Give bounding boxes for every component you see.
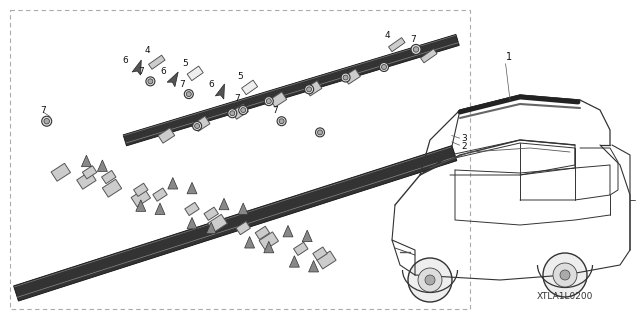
Polygon shape [215,84,225,99]
Polygon shape [208,214,227,232]
Circle shape [343,75,348,80]
Polygon shape [344,69,360,84]
Polygon shape [132,60,141,75]
Polygon shape [294,242,308,256]
Circle shape [266,99,271,104]
Polygon shape [123,34,460,146]
Polygon shape [97,160,108,172]
Circle shape [413,47,419,52]
Circle shape [186,92,191,97]
Polygon shape [155,203,165,215]
Circle shape [411,44,421,55]
Bar [10,10,470,309]
Polygon shape [136,200,146,211]
Text: 7: 7 [273,106,278,115]
Polygon shape [308,260,319,272]
Polygon shape [81,155,92,167]
Text: 2: 2 [461,142,467,151]
Polygon shape [102,170,116,184]
Polygon shape [255,226,269,240]
Circle shape [228,109,237,118]
Polygon shape [185,202,199,216]
Text: 6: 6 [161,67,166,76]
Circle shape [381,64,387,70]
Circle shape [184,90,193,99]
Circle shape [408,258,452,302]
Circle shape [239,106,248,115]
Polygon shape [187,182,197,194]
Polygon shape [102,179,122,197]
Circle shape [264,97,273,106]
Polygon shape [153,188,167,201]
Circle shape [230,111,235,116]
Circle shape [277,117,286,126]
Circle shape [148,79,153,84]
Text: 7: 7 [180,80,185,89]
Text: 7: 7 [41,106,46,115]
Circle shape [418,268,442,292]
Circle shape [44,118,49,124]
Polygon shape [270,92,287,107]
Circle shape [146,77,155,86]
Circle shape [193,122,202,130]
Circle shape [560,270,570,280]
Circle shape [316,128,324,137]
Polygon shape [241,80,258,95]
Polygon shape [134,183,148,197]
Polygon shape [305,81,322,96]
Circle shape [341,73,350,82]
Circle shape [241,108,246,113]
Polygon shape [219,198,229,210]
Circle shape [425,275,435,285]
Polygon shape [238,203,248,215]
Circle shape [553,263,577,287]
Circle shape [380,63,388,71]
Circle shape [317,130,323,135]
Text: 7: 7 [138,67,143,76]
Polygon shape [236,221,250,235]
Polygon shape [167,72,178,87]
Polygon shape [264,241,274,253]
Polygon shape [259,232,278,250]
Polygon shape [204,207,218,220]
Circle shape [195,123,200,129]
Polygon shape [388,38,405,52]
Polygon shape [193,116,210,131]
Circle shape [543,253,587,297]
Circle shape [279,119,284,124]
Polygon shape [13,145,457,301]
Text: 6: 6 [209,80,214,89]
Text: 7: 7 [410,35,415,44]
Text: 7: 7 [234,94,239,103]
Text: XTLA1L0200: XTLA1L0200 [537,292,593,301]
Circle shape [42,116,52,126]
Polygon shape [83,166,97,179]
Text: 3: 3 [461,134,467,143]
Polygon shape [148,55,165,69]
Polygon shape [158,128,175,143]
Text: 5: 5 [238,72,243,81]
Polygon shape [187,66,204,81]
Polygon shape [283,225,293,237]
Polygon shape [289,256,300,267]
Circle shape [305,85,314,94]
Text: 4: 4 [385,31,390,40]
Polygon shape [51,163,70,181]
Polygon shape [77,171,96,189]
Polygon shape [232,104,248,119]
Text: 4: 4 [145,46,150,55]
Polygon shape [317,251,336,269]
Polygon shape [244,236,255,248]
Polygon shape [187,217,197,229]
Polygon shape [302,230,312,242]
Circle shape [307,87,312,92]
Polygon shape [420,49,437,63]
Text: 5: 5 [183,59,188,68]
Polygon shape [206,222,216,234]
Polygon shape [168,177,178,189]
Text: 6: 6 [122,56,127,65]
Polygon shape [313,247,327,260]
Polygon shape [131,189,150,207]
Text: 1: 1 [506,52,512,63]
